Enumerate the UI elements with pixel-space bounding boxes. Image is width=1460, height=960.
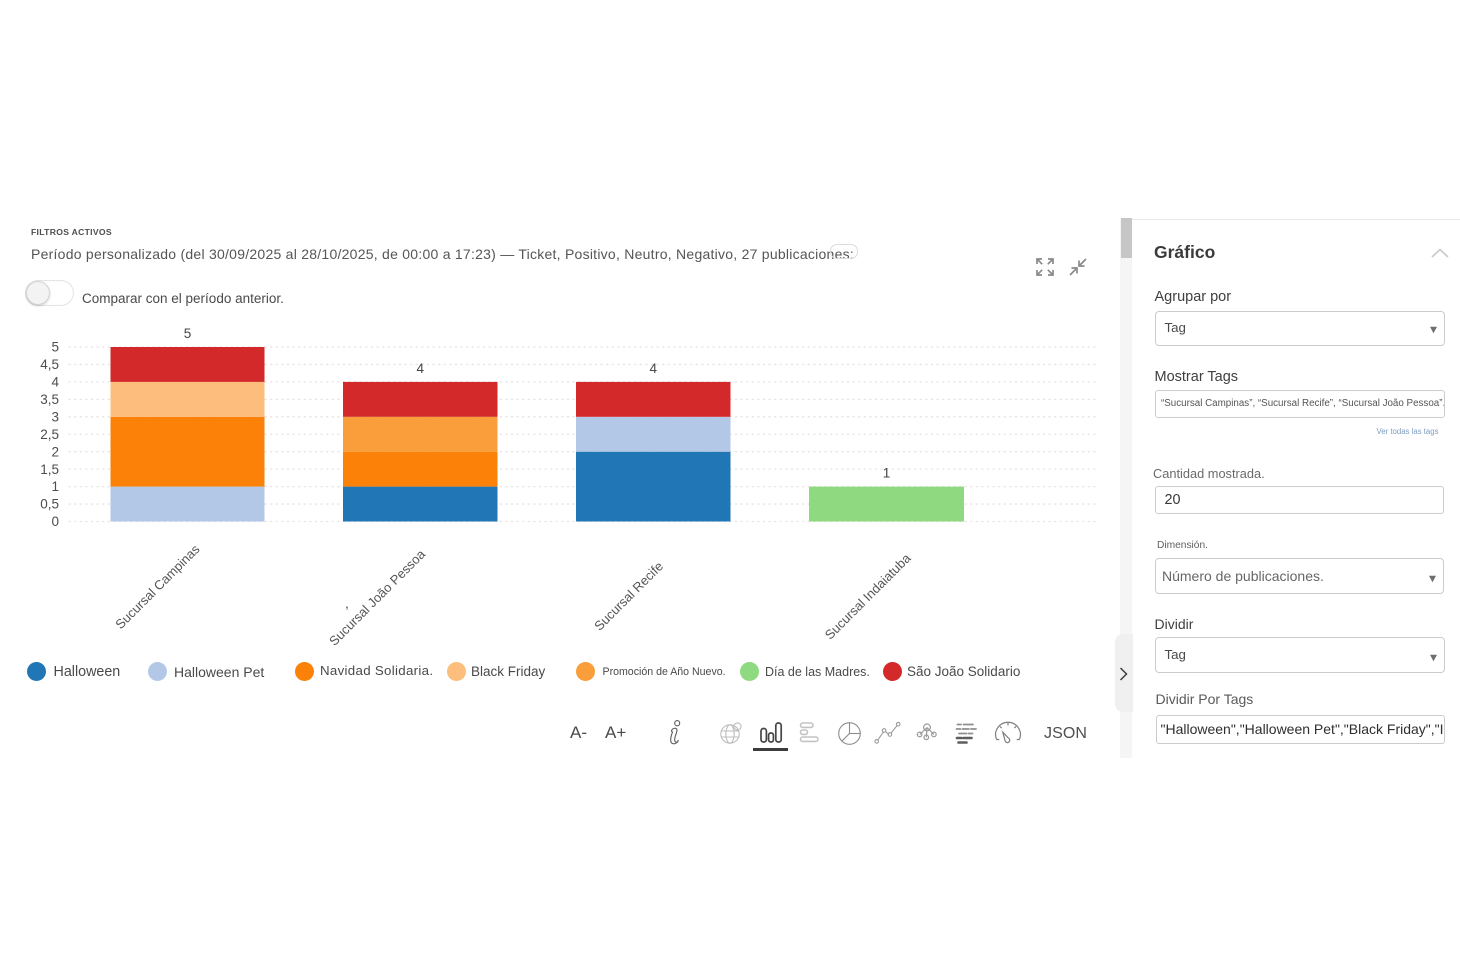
svg-text:2: 2 [51,444,59,459]
svg-text:4: 4 [416,361,424,376]
svg-text:0: 0 [51,514,59,529]
svg-text:2,5: 2,5 [40,427,59,442]
svg-text:4: 4 [51,375,59,390]
svg-text:1,5: 1,5 [40,462,59,477]
svg-text:5: 5 [184,326,192,341]
svg-text:3,5: 3,5 [40,392,59,407]
svg-text:1: 1 [51,479,59,494]
svg-text:0,5: 0,5 [40,497,59,512]
svg-text:Sucursal Recife: Sucursal Recife [591,559,666,634]
svg-text:Sucursal João Pessoa: Sucursal João Pessoa [326,546,429,649]
svg-text:4,5: 4,5 [40,357,59,372]
svg-text:4: 4 [649,361,657,376]
svg-text:Sucursal Campinas: Sucursal Campinas [112,541,203,632]
svg-text:3: 3 [51,409,59,424]
svg-text:Sucursal Indaiatuba: Sucursal Indaiatuba [822,550,914,642]
svg-text:1: 1 [883,466,891,481]
svg-text:5: 5 [51,340,59,355]
